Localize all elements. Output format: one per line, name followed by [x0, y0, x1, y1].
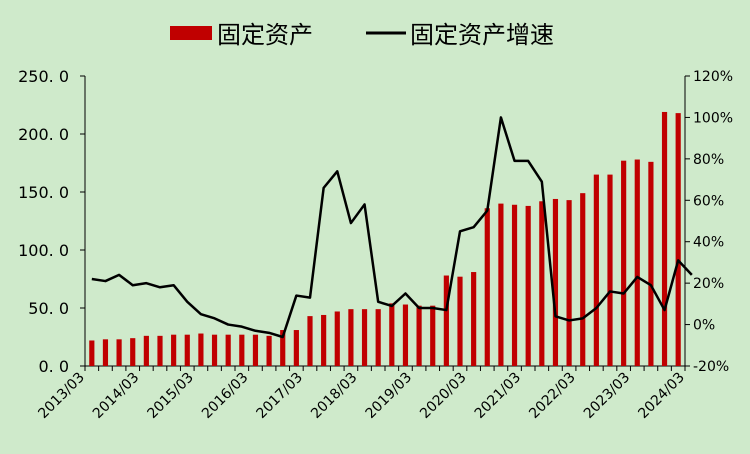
right-axis-tick-label: 100%: [693, 110, 733, 126]
right-axis-tick-label: -20%: [693, 359, 729, 375]
left-axis-tick-label: 250. 0: [18, 67, 69, 86]
legend: 固定资产 固定资产增速: [170, 21, 554, 49]
bar: [294, 330, 299, 366]
legend-line-label: 固定资产增速: [410, 21, 554, 49]
x-axis-tick-label: 2021/03: [472, 370, 524, 422]
legend-bar-label: 固定资产: [217, 21, 313, 49]
right-axis-tick-label: 0%: [693, 318, 715, 334]
bar: [89, 340, 94, 366]
bar: [253, 335, 258, 366]
bar: [676, 113, 681, 366]
bar: [662, 112, 667, 366]
bar: [403, 305, 408, 366]
bar: [485, 208, 490, 366]
bar: [321, 315, 326, 366]
bar: [103, 339, 108, 366]
x-axis-tick-label: 2014/03: [90, 370, 142, 422]
bar: [648, 162, 653, 366]
bar: [117, 339, 122, 366]
bar: [239, 335, 244, 366]
bar: [198, 334, 203, 366]
bar: [157, 336, 162, 366]
bar: [457, 277, 462, 366]
bar: [444, 276, 449, 366]
bar: [539, 201, 544, 366]
right-axis-tick-label: 20%: [693, 276, 724, 292]
left-axis-tick-label: 200. 0: [18, 125, 69, 144]
bar: [526, 206, 531, 366]
x-axis-tick-label: 2020/03: [417, 370, 469, 422]
bar: [307, 316, 312, 366]
bar: [553, 199, 558, 366]
bar: [498, 204, 503, 366]
bar: [417, 306, 422, 366]
x-axis-tick-label: 2015/03: [144, 370, 196, 422]
bar: [607, 175, 612, 366]
bar: [185, 335, 190, 366]
left-axis-tick-label: 100. 0: [18, 241, 69, 260]
bar: [348, 309, 353, 366]
bar-series: [89, 112, 681, 366]
right-axis-tick-label: 40%: [693, 235, 724, 251]
x-axis-tick-label: 2016/03: [199, 370, 251, 422]
right-axis-tick-label: 60%: [693, 193, 724, 209]
bar: [226, 335, 231, 366]
bar: [594, 175, 599, 366]
bar: [171, 335, 176, 366]
bar: [512, 205, 517, 366]
x-axis-tick-label: 2024/03: [635, 370, 687, 422]
bar: [267, 336, 272, 366]
x-axis-tick-label: 2022/03: [526, 370, 578, 422]
bar: [567, 200, 572, 366]
bar: [580, 193, 585, 366]
bar: [389, 303, 394, 366]
bar: [471, 272, 476, 366]
bar: [335, 311, 340, 366]
left-axis-tick-label: 0. 0: [38, 357, 69, 376]
bar: [621, 161, 626, 366]
left-axis-tick-label: 150. 0: [18, 183, 69, 202]
bar: [635, 160, 640, 366]
bar: [430, 306, 435, 366]
right-axis-tick-label: 120%: [693, 69, 733, 85]
bar: [212, 335, 217, 366]
left-axis-tick-label: 50. 0: [28, 299, 69, 318]
x-axis-tick-label: 2018/03: [308, 370, 360, 422]
x-axis-tick-label: 2013/03: [35, 370, 87, 422]
x-axis-tick-label: 2019/03: [363, 370, 415, 422]
bar: [376, 309, 381, 366]
x-axis-tick-label: 2017/03: [254, 370, 306, 422]
x-axis-tick-label: 2023/03: [581, 370, 633, 422]
legend-bar-swatch: [170, 26, 212, 40]
bar: [144, 336, 149, 366]
right-axis-tick-label: 80%: [693, 152, 724, 168]
bar: [362, 309, 367, 366]
bar: [130, 338, 135, 366]
